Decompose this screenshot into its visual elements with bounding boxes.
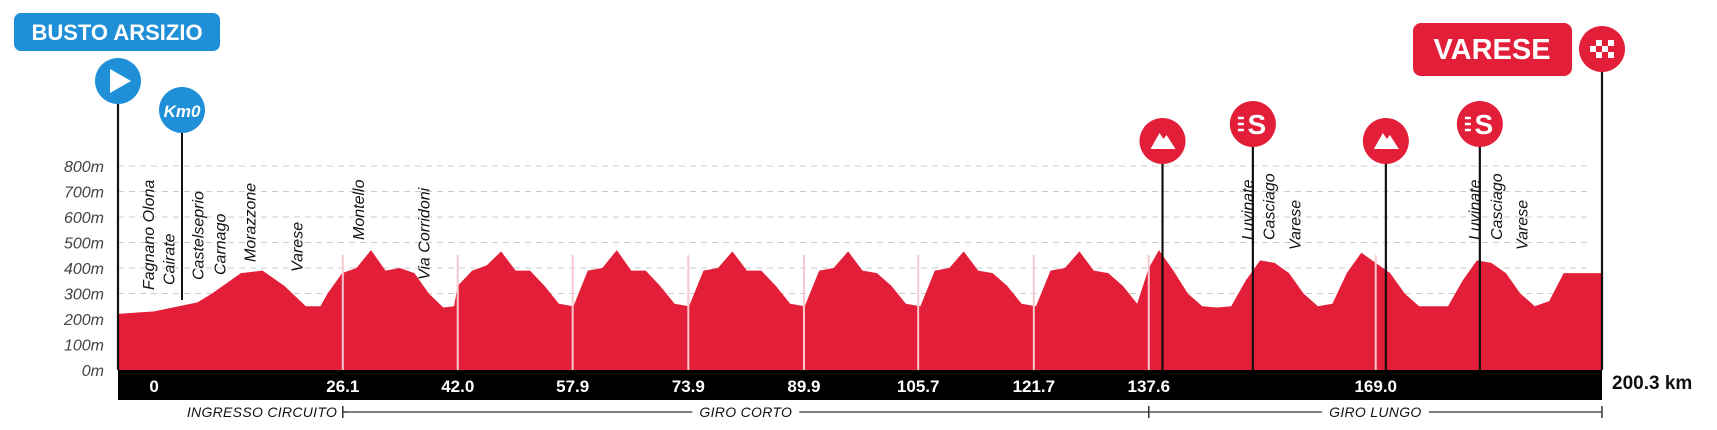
- y-tick-label: 200m: [63, 312, 104, 329]
- km0-label: Km0: [164, 102, 201, 121]
- town-label: Luvinate: [1240, 179, 1257, 240]
- elevation-profile-area: [118, 250, 1602, 370]
- finish-town-label: VARESE: [1433, 34, 1550, 66]
- town-label: Varese: [1288, 200, 1305, 250]
- town-label: Casciago: [1489, 173, 1506, 240]
- y-tick-label: 0m: [82, 363, 104, 380]
- segment-label: INGRESSO CIRCUITO: [187, 404, 337, 420]
- total-distance-label: 200.3 km: [1612, 373, 1692, 394]
- km-marker-label: 0: [149, 377, 158, 396]
- km-marker-label: 26.1: [326, 377, 359, 396]
- y-tick-label: 800m: [64, 159, 104, 176]
- y-tick-label: 700m: [64, 185, 104, 202]
- town-label: Montello: [351, 179, 368, 240]
- km0-badge: Km0: [159, 87, 205, 300]
- mountain-glyph: [1150, 133, 1176, 149]
- y-tick-label: 300m: [64, 287, 104, 304]
- start-play-triangle: [110, 69, 131, 93]
- checkered-flag-icon: [1590, 40, 1614, 58]
- finish-badge: VARESE: [1413, 23, 1625, 370]
- mountain-glyph: [1373, 133, 1399, 149]
- km-marker-label: 57.9: [556, 377, 589, 396]
- axis-layer: 0 26.1 42.0 57.9 73.9 89.9 105.7 121.7 137.6 169.…: [118, 370, 1602, 400]
- town-label: Carnago: [213, 214, 230, 275]
- segment-label: GIRO CORTO: [699, 404, 792, 420]
- y-tick-label: 400m: [64, 261, 104, 278]
- km-marker-label: 42.0: [441, 377, 474, 396]
- km-axis-bar: [118, 370, 1602, 400]
- km-marker-label: 89.9: [787, 377, 820, 396]
- segment-label: GIRO LUNGO: [1329, 404, 1421, 420]
- towns-layer: Fagnano Olona Cairate Castelseprio Carnago M…: [141, 173, 1531, 290]
- town-label: Castelseprio: [190, 191, 207, 280]
- start-label-bg: [14, 13, 220, 51]
- sprint-icon: [1456, 101, 1503, 147]
- km-marker-label: 169.0: [1354, 377, 1397, 396]
- start-town-label: BUSTO ARSIZIO: [31, 20, 202, 45]
- profile-layer: [118, 250, 1602, 370]
- finish-label-bg: [1413, 23, 1572, 76]
- y-tick-label: 100m: [64, 338, 104, 355]
- km-marker-label: 105.7: [897, 377, 940, 396]
- town-label: Luvinate: [1467, 179, 1484, 240]
- y-tick-label: 500m: [64, 236, 104, 253]
- sprint-glyph: S: [1248, 109, 1267, 140]
- km-marker-label: 121.7: [1013, 377, 1056, 396]
- town-label: Cairate: [161, 233, 178, 285]
- town-label: Via Corridoni: [417, 187, 434, 280]
- sprint-glyph: S: [1474, 109, 1493, 140]
- km0-icon: [159, 87, 205, 133]
- km-marker-label: 137.6: [1128, 377, 1171, 396]
- start-badge: BUSTO ARSIZIO: [14, 13, 220, 370]
- town-label: Varese: [1515, 200, 1532, 250]
- town-label: Casciago: [1262, 173, 1279, 240]
- km-marker-label: 73.9: [672, 377, 705, 396]
- town-label: Fagnano Olona: [141, 180, 158, 290]
- town-label: Morazzone: [242, 183, 259, 262]
- segments-layer: INGRESSO CIRCUITO GIRO CORTO GIRO LUNGO: [187, 404, 1603, 420]
- y-tick-label: 600m: [64, 210, 104, 227]
- sprint-icon: [1229, 101, 1276, 147]
- town-label: Varese: [289, 222, 306, 272]
